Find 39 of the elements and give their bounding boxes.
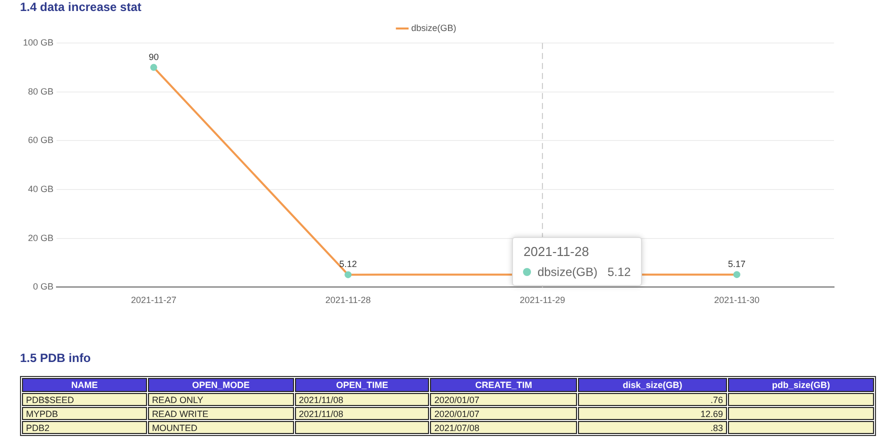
y-tick-label: 100 GB — [22, 37, 54, 48]
legend-label: dbsize(GB) — [411, 22, 456, 33]
text: 2020/01/07 — [434, 394, 480, 404]
text: .83 — [710, 422, 723, 432]
category-label: NAME — [22, 378, 147, 392]
annotation: dbsize(GB) 5.12 — [537, 264, 631, 279]
text: READ ONLY — [152, 394, 204, 404]
tooltip-box: 2021-11-28 dbsize(GB) 5.12 — [512, 236, 642, 286]
category-label: OPEN_MODE — [148, 378, 294, 392]
text: PDB$SEED — [26, 394, 74, 404]
category-label: pdb_size(GB) — [728, 378, 874, 392]
x-tick-label: 2021-11-27 — [131, 295, 176, 306]
text: MOUNTED — [152, 422, 198, 432]
y-tick-label: 60 GB — [28, 135, 54, 146]
data-label: 5.17 — [728, 259, 746, 270]
data-label: 5.12 — [339, 259, 357, 270]
chart-title: 1.4 data increase stat — [20, 0, 142, 14]
text: 2021/11/08 — [298, 394, 344, 404]
category-label: disk_size(GB) — [578, 378, 727, 392]
y-tick-label: 80 GB — [28, 86, 54, 96]
x-tick-label: 2021-11-28 — [325, 295, 371, 306]
x-tick-label: 2021-11-29 — [520, 295, 566, 306]
text: 12.69 — [700, 408, 723, 418]
annotation: 2021-11-28 — [523, 244, 590, 259]
text: 1.5 PDB info — [20, 351, 91, 365]
category-label: OPEN_TIME — [294, 378, 430, 392]
y-tick-label: 20 GB — [28, 232, 54, 243]
text: 2020/01/07 — [434, 408, 480, 418]
text: PDB2 — [26, 422, 50, 432]
text: 2021/11/08 — [298, 408, 344, 418]
data-label: 90 — [148, 52, 159, 62]
y-tick-label: 0 GB — [33, 282, 54, 292]
y-tick-label: 40 GB — [28, 184, 54, 194]
category-label: CREATE_TIM — [430, 378, 578, 392]
x-tick-label: 2021-11-30 — [714, 295, 760, 306]
text: READ WRITE — [152, 408, 208, 418]
text: MYPDB — [26, 408, 58, 418]
text: 2021/07/08 — [434, 422, 480, 432]
text: .76 — [710, 394, 723, 404]
